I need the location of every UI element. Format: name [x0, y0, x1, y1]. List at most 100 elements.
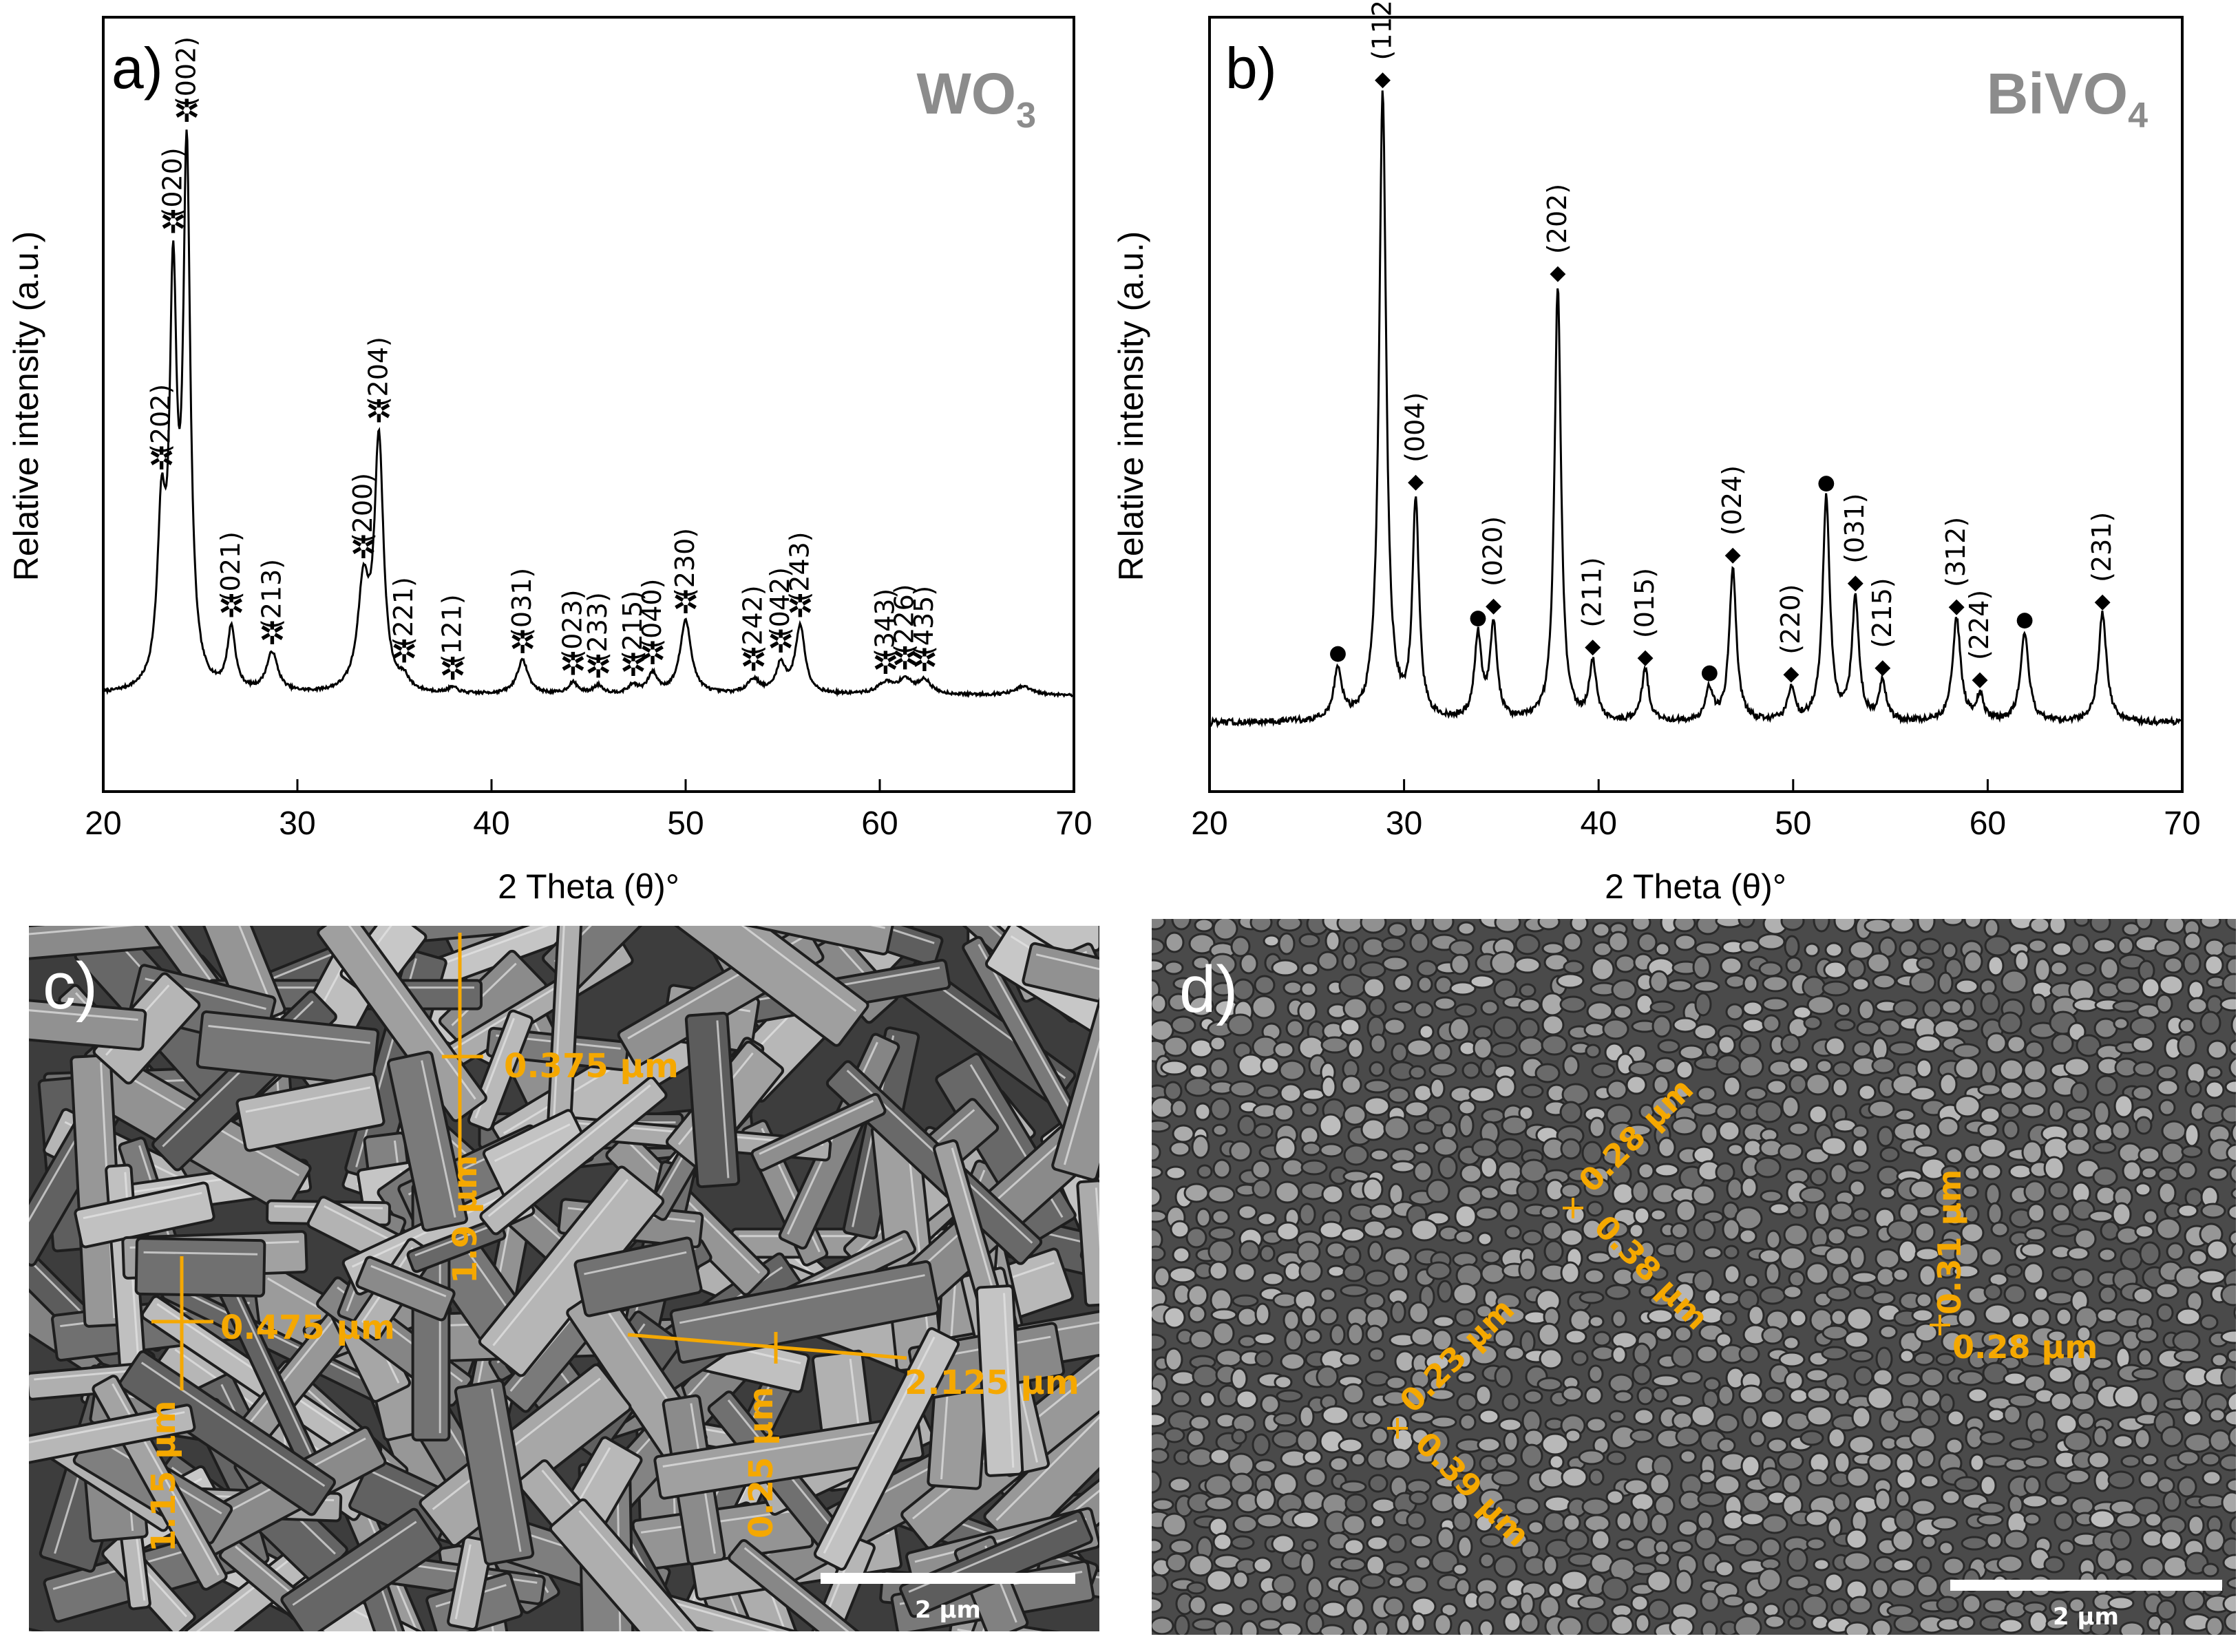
grain [1809, 1167, 1828, 1187]
peak-marker-circle: ● [1700, 660, 1718, 684]
grain [1806, 1469, 1829, 1487]
grain [1373, 1620, 1390, 1635]
grain [1254, 1302, 1271, 1326]
grain [1187, 1284, 1209, 1307]
grain [1431, 919, 1455, 933]
grain [1187, 1554, 1214, 1577]
grain [1998, 1618, 2024, 1634]
grain [1716, 1054, 1742, 1076]
grain [1319, 1624, 1345, 1635]
grain [1845, 1528, 1868, 1550]
grain [1361, 937, 1386, 957]
plate-edge [627, 1141, 761, 1274]
grain [2111, 1202, 2132, 1227]
grain [2160, 1426, 2184, 1448]
grain [1404, 1575, 1428, 1594]
grain [1252, 1178, 1272, 1199]
grain [1280, 1593, 1298, 1613]
grain [1844, 1621, 1870, 1635]
grain [1990, 1221, 2009, 1238]
peak-marker: ✲ [439, 650, 466, 688]
grain [1317, 951, 1339, 971]
grain [2070, 933, 2091, 955]
grain [1210, 1288, 1233, 1313]
grain [1700, 1620, 1718, 1635]
grain [1875, 1267, 1896, 1287]
grain [1410, 1326, 1435, 1347]
grain [2228, 1426, 2236, 1448]
grain [2134, 1224, 2155, 1239]
grain [1321, 1405, 1350, 1426]
grain [1875, 1346, 1893, 1371]
grain [2068, 1597, 2086, 1613]
grain [1383, 1116, 1411, 1141]
grain [1212, 1158, 1232, 1179]
grain [1830, 1598, 1850, 1617]
grain [1978, 1501, 2005, 1515]
grain [1848, 1434, 1875, 1455]
grain [1942, 1556, 1965, 1576]
grain [1320, 1075, 1337, 1099]
x-tick-label: 60 [1970, 805, 2006, 842]
grain [1209, 1448, 1231, 1465]
grain [1742, 974, 1759, 993]
grain [1212, 919, 1238, 941]
plate-edge [83, 1192, 202, 1220]
grain [1342, 1263, 1366, 1282]
grain [2220, 1329, 2236, 1344]
grain [1413, 1119, 1437, 1135]
grain [2029, 993, 2047, 1015]
grain [2208, 1408, 2226, 1423]
grain [1654, 1325, 1674, 1342]
grain [1592, 1331, 1612, 1347]
grain [1969, 1453, 1985, 1472]
peak-label: (230) [670, 528, 700, 598]
grain [1873, 1556, 1895, 1574]
grain [1896, 1371, 1922, 1388]
grain [1739, 939, 1761, 954]
peak-label: (215) [1867, 578, 1897, 648]
grain [2021, 1494, 2049, 1509]
grain [1671, 1345, 1694, 1368]
grain [2045, 1617, 2067, 1631]
grain [2157, 1620, 2174, 1635]
grain [1254, 1350, 1274, 1368]
grain [1370, 1426, 1389, 1446]
grain [2163, 956, 2184, 974]
grain [2023, 1512, 2041, 1526]
grain [2113, 1017, 2129, 1030]
grain [1285, 1019, 1305, 1038]
grain [1941, 1165, 1960, 1180]
grain [2020, 1102, 2046, 1119]
grain [2028, 1610, 2049, 1633]
plate-edge [578, 1510, 747, 1631]
grain [1805, 1262, 1830, 1285]
grain [2140, 1166, 2158, 1180]
grain [1765, 1229, 1782, 1250]
grain [1291, 1510, 1320, 1529]
grain [1472, 1025, 1493, 1040]
grain [1170, 1370, 1196, 1386]
grain [2182, 1589, 2206, 1611]
grain [1539, 1348, 1563, 1370]
grain [1824, 1036, 1846, 1057]
grain [1254, 1459, 1277, 1474]
grain [2095, 1329, 2122, 1347]
grain [2228, 1039, 2236, 1056]
grain [1172, 1246, 1191, 1264]
grain [1205, 1569, 1233, 1592]
grain [2122, 922, 2141, 937]
grain [1848, 1179, 1866, 1197]
grain [1631, 919, 1651, 932]
grain [1821, 1346, 1848, 1361]
grain [1210, 1097, 1232, 1121]
grain [1406, 1385, 1428, 1407]
grain [2186, 1061, 2206, 1085]
scale-bar-label: 2 μm [915, 1596, 981, 1624]
grain [1996, 1554, 2024, 1574]
peak-label: (031) [507, 568, 537, 638]
grain [1321, 1184, 1344, 1205]
grain [1152, 1387, 1163, 1408]
grain [1383, 1017, 1406, 1035]
grain [1690, 1404, 1716, 1428]
